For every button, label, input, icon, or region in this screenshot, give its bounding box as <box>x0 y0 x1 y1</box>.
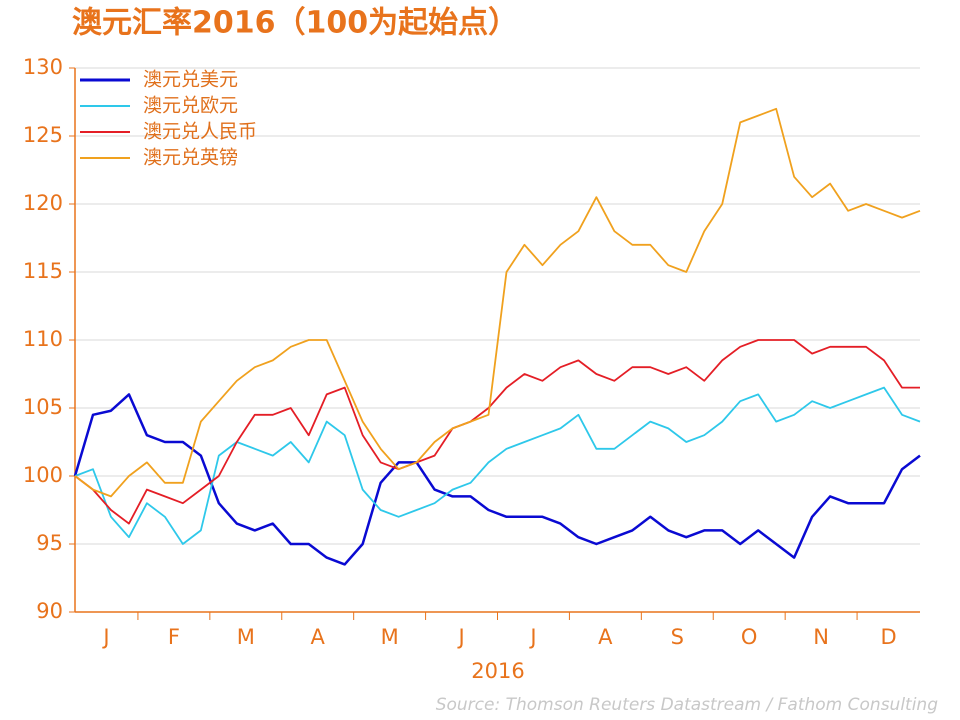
series-line <box>74 339 920 525</box>
y-tick-label: 125 <box>23 123 63 147</box>
chart-title: 澳元汇率2016（100为起始点） <box>72 6 518 41</box>
x-tick-label: D <box>880 625 896 649</box>
x-tick-label: M <box>381 625 399 649</box>
y-tick-label: 90 <box>36 599 63 623</box>
source: Source: Thomson Reuters Datastream / Fat… <box>436 695 939 715</box>
x-tick-label: A <box>598 625 613 649</box>
x-tick-label: J <box>456 625 464 649</box>
x-tick-label: O <box>741 625 758 649</box>
legend-label: 澳元兑英镑 <box>143 147 238 169</box>
x-tick-label: J <box>101 625 109 649</box>
x-tick-label: N <box>813 625 829 649</box>
y-tick-label: 95 <box>36 531 63 555</box>
series-line <box>74 107 921 498</box>
x-tick-label: A <box>311 625 326 649</box>
legend-label: 澳元兑人民币 <box>143 121 257 143</box>
series-line <box>74 386 921 545</box>
y-tick-label: 100 <box>23 463 63 487</box>
x-tick-label: F <box>168 625 180 649</box>
x-tick-label: M <box>237 625 255 649</box>
x-tick-label: J <box>528 625 536 649</box>
y-tick-label: 115 <box>23 259 63 283</box>
series-line <box>73 393 921 566</box>
legend-label: 澳元兑美元 <box>143 69 238 91</box>
x-tick-label: S <box>671 625 684 649</box>
x-axis-label: 2016 <box>471 659 524 683</box>
legend-label: 澳元兑欧元 <box>143 95 238 117</box>
y-tick-label: 130 <box>23 55 63 79</box>
y-tick-label: 110 <box>23 327 63 351</box>
y-tick-label: 105 <box>23 395 63 419</box>
y-tick-label: 120 <box>23 191 63 215</box>
